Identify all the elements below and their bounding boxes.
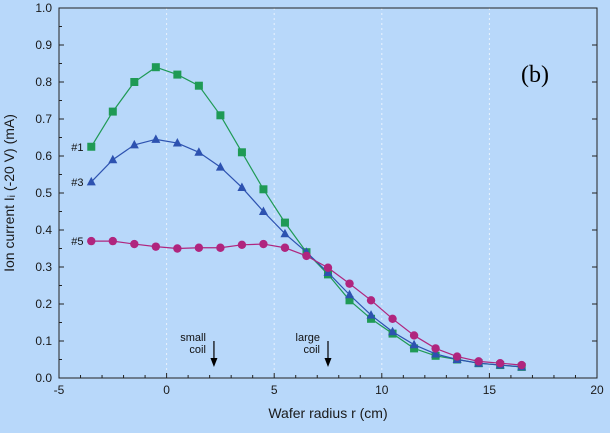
series-n5: #5 bbox=[71, 236, 526, 370]
data-point-triangle bbox=[345, 289, 355, 299]
data-point-square bbox=[410, 344, 419, 353]
data-point-triangle bbox=[215, 162, 225, 171]
down-arrow-head bbox=[324, 358, 332, 367]
data-point-circle bbox=[194, 243, 204, 252]
axis-ticks: -5 0 5 10 15 20 0.0 0.1 0.2 0.3 0.4 0.5 0.6 0.7 0.8 0.9… bbox=[35, 1, 604, 397]
data-point-square bbox=[367, 314, 376, 323]
coil-label-line: coil bbox=[303, 344, 320, 356]
series-label: #1 bbox=[71, 142, 83, 154]
y-tick-label: 0.4 bbox=[35, 223, 52, 237]
x-tick-label: 0 bbox=[163, 383, 170, 397]
data-point-square bbox=[151, 63, 160, 72]
data-point-triangle bbox=[194, 147, 204, 156]
data-point-circle bbox=[108, 236, 118, 246]
data-point-square bbox=[87, 142, 96, 151]
down-arrow-head bbox=[210, 358, 218, 367]
series-n1: #1 bbox=[71, 63, 526, 371]
x-tick-label: 20 bbox=[590, 383, 604, 397]
data-point-square bbox=[194, 81, 203, 90]
panel-label: (b) bbox=[521, 62, 549, 88]
data-point-triangle bbox=[108, 154, 118, 164]
data-point-triangle bbox=[129, 139, 139, 149]
data-point-triangle bbox=[366, 310, 376, 319]
data-point-circle bbox=[431, 344, 440, 353]
data-point-square bbox=[280, 218, 289, 227]
data-point-square bbox=[237, 148, 246, 157]
data-point-circle bbox=[474, 357, 483, 366]
data-point-circle bbox=[151, 242, 161, 251]
grid-lines bbox=[166, 8, 490, 378]
data-point-circle bbox=[259, 239, 268, 249]
x-tick-label: -5 bbox=[54, 383, 65, 397]
data-point-square bbox=[108, 107, 117, 116]
data-point-triangle bbox=[172, 138, 182, 147]
series-layer: #1 #3 #5 bbox=[71, 63, 527, 371]
data-point-triangle bbox=[280, 228, 290, 238]
x-axis-label: Wafer radius r (cm) bbox=[268, 405, 387, 421]
coil-label-line: coil bbox=[189, 344, 206, 356]
data-point-square bbox=[216, 111, 225, 120]
series-label: #3 bbox=[71, 177, 83, 189]
data-point-circle bbox=[409, 331, 419, 340]
data-point-triangle bbox=[151, 134, 161, 143]
data-point-circle bbox=[366, 296, 376, 305]
data-point-square bbox=[130, 78, 139, 86]
y-tick-label: 0.5 bbox=[35, 186, 52, 200]
data-point-circle bbox=[216, 243, 225, 252]
x-tick-label: 15 bbox=[483, 383, 497, 397]
data-point-circle bbox=[237, 240, 247, 249]
y-axis-label: Ion current Iᵢ (-20 V) (mA) bbox=[1, 114, 17, 272]
y-tick-label: 0.8 bbox=[35, 75, 52, 89]
coil-label-line: small bbox=[180, 332, 206, 344]
data-point-triangle bbox=[237, 182, 247, 191]
data-point-triangle bbox=[86, 176, 96, 186]
coil-label-line: large bbox=[296, 332, 320, 344]
data-point-square bbox=[345, 296, 354, 305]
data-point-circle bbox=[388, 314, 397, 323]
series-label: #5 bbox=[71, 236, 83, 248]
y-tick-label: 0.3 bbox=[35, 260, 52, 274]
data-point-circle bbox=[280, 243, 290, 252]
data-point-triangle bbox=[431, 348, 441, 358]
data-point-circle bbox=[323, 263, 333, 272]
y-tick-label: 1.0 bbox=[35, 1, 52, 15]
data-point-triangle bbox=[388, 326, 398, 336]
data-point-square bbox=[259, 185, 268, 194]
y-tick-label: 0.1 bbox=[35, 334, 52, 348]
data-point-circle bbox=[130, 239, 139, 249]
data-point-circle bbox=[302, 251, 311, 261]
data-point-circle bbox=[173, 244, 182, 253]
data-point-circle bbox=[517, 360, 526, 370]
data-point-circle bbox=[87, 236, 96, 246]
y-tick-label: 0.2 bbox=[35, 297, 52, 311]
y-tick-label: 0.6 bbox=[35, 149, 52, 163]
y-tick-label: 0.7 bbox=[35, 112, 52, 126]
y-tick-label: 0.0 bbox=[35, 371, 52, 385]
plot-frame bbox=[58, 7, 598, 379]
y-tick-label: 0.9 bbox=[35, 38, 52, 52]
x-tick-label: 5 bbox=[271, 383, 278, 397]
data-point-circle bbox=[452, 352, 462, 361]
data-point-circle bbox=[345, 279, 354, 288]
x-tick-label: 10 bbox=[375, 383, 389, 397]
series-line bbox=[90, 66, 522, 368]
data-point-triangle bbox=[258, 206, 268, 215]
data-point-triangle bbox=[409, 339, 419, 349]
data-point-circle bbox=[495, 359, 505, 368]
data-point-square bbox=[173, 70, 182, 79]
